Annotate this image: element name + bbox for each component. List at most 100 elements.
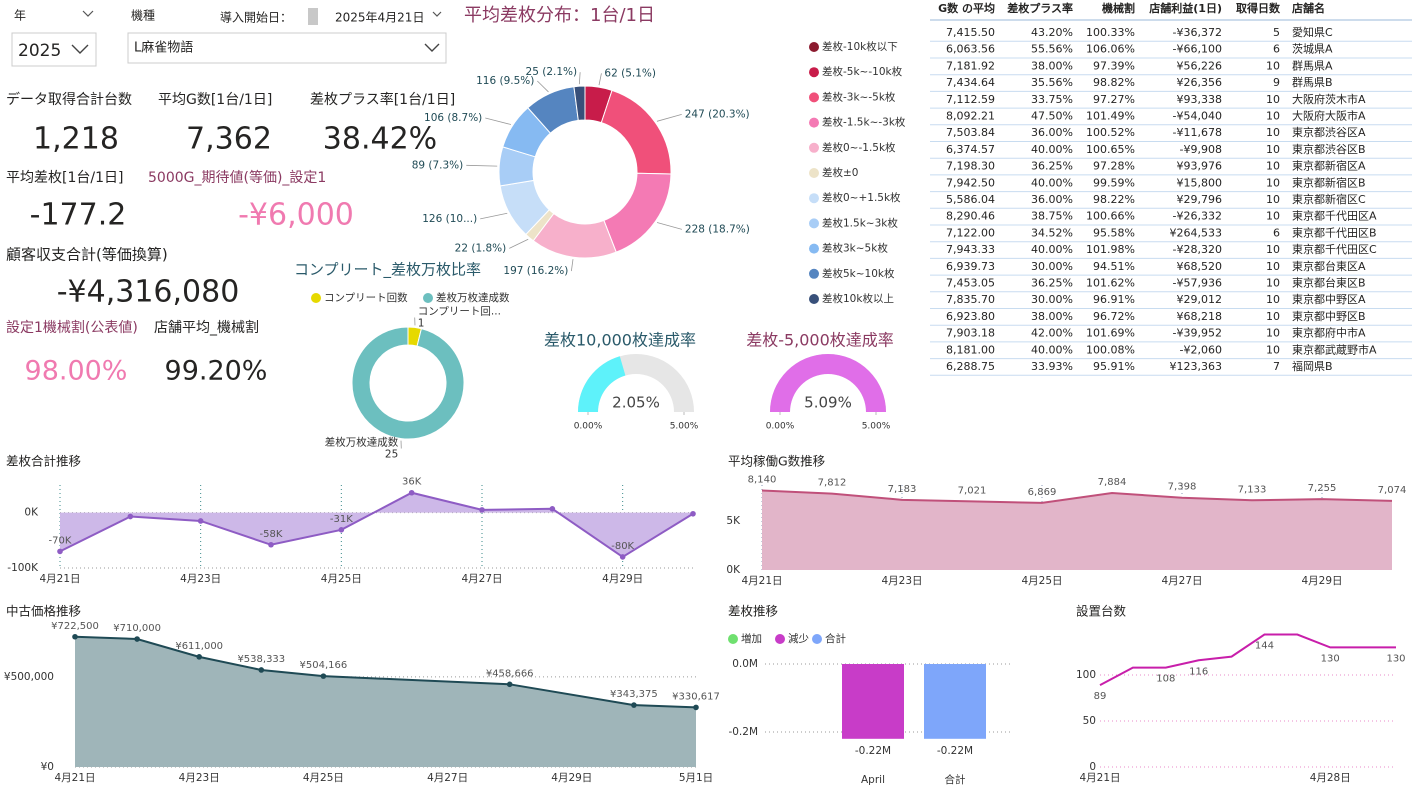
table-cell: 101.62% — [1086, 277, 1135, 290]
table-cell: -¥2,060 — [1180, 343, 1222, 356]
chevron[interactable] — [424, 43, 440, 52]
data-label: -0.22M — [937, 745, 973, 757]
y-tick-label: 5K — [726, 515, 741, 527]
table-cell: -¥57,936 — [1173, 277, 1222, 290]
table-cell: 7,198.30 — [946, 160, 995, 173]
legend-label: 合計 — [825, 632, 846, 645]
model-dropdown[interactable] — [127, 32, 447, 64]
x-tick-label: 4月27日 — [461, 573, 502, 585]
table-cell: 40.00% — [1031, 176, 1073, 189]
table-cell: 101.49% — [1086, 110, 1135, 123]
point — [197, 518, 204, 524]
table-cell: 35.56% — [1031, 76, 1073, 89]
table-cell: -¥54,040 — [1173, 110, 1222, 123]
point — [338, 527, 345, 533]
year-dropdown[interactable] — [11, 32, 97, 67]
table-cell: 101.98% — [1086, 243, 1135, 256]
table-cell: -¥66,100 — [1173, 43, 1222, 56]
table-cell: 5 — [1273, 26, 1280, 39]
table-cell: 95.91% — [1093, 360, 1135, 373]
table-cell: 10 — [1266, 293, 1280, 306]
kpi-value: -¥4,316,080 — [57, 275, 240, 310]
chevron[interactable] — [432, 11, 442, 17]
table-header: G数 の平均 — [938, 1, 995, 15]
legend-swatch — [775, 634, 785, 644]
chevron[interactable] — [71, 44, 89, 54]
legend-swatch — [809, 67, 819, 78]
x-tick-label: 4月27日 — [427, 772, 468, 784]
data-label: ¥538,333 — [237, 654, 285, 665]
point — [631, 702, 637, 708]
data-label: コンプリート回... — [418, 305, 501, 317]
table-cell: 10 — [1266, 277, 1280, 290]
legend-label: 差枚万枚達成数 — [436, 291, 510, 304]
kpi-value: 1,218 — [33, 122, 119, 157]
legend-label: 差枚-3k~-5k枚 — [822, 90, 896, 103]
table-cell: 10 — [1266, 93, 1280, 106]
table-cell: 6,374.57 — [946, 143, 995, 156]
data-label: ¥722,500 — [51, 621, 99, 632]
x-tick-label: 4月25日 — [1021, 575, 1062, 587]
table-cell: 愛知県C — [1292, 25, 1333, 39]
leader-line — [578, 72, 581, 85]
chart-title: 平均差枚分布：1台/1日 — [464, 5, 655, 26]
y-tick-label: -0.2M — [728, 726, 758, 738]
table-cell: 10 — [1266, 193, 1280, 206]
table-cell: 7,503.84 — [946, 126, 995, 139]
x-tick-label: 4月29日 — [551, 772, 592, 784]
table-cell: 群馬県B — [1292, 75, 1333, 89]
table-cell: -¥28,320 — [1173, 243, 1222, 256]
legend-label: 差枚-1.5k~-3k枚 — [822, 116, 906, 129]
data-label: 89 — [1094, 691, 1107, 702]
data-label: ¥710,000 — [113, 623, 161, 634]
data-label: 差枚万枚達成数 — [325, 436, 399, 449]
table-cell: 東京都新宿区B — [1292, 175, 1366, 189]
data-label: 6,869 — [1028, 487, 1057, 498]
bar — [842, 664, 904, 739]
line — [74, 635, 697, 709]
area-fill — [60, 492, 693, 557]
table-cell: 東京都千代田区A — [1292, 209, 1377, 223]
point — [268, 541, 274, 548]
table-cell: 40.00% — [1031, 143, 1073, 156]
table-header: 店舗名 — [1292, 1, 1325, 15]
table-cell: 10 — [1266, 160, 1280, 173]
table-cell: -¥39,952 — [1173, 327, 1222, 340]
table-cell: 6 — [1273, 43, 1280, 56]
table-cell: 7,415.50 — [946, 26, 995, 39]
table-cell: ¥93,338 — [1177, 93, 1223, 106]
table-header: 店舗利益(1日) — [1149, 1, 1222, 15]
table-cell: 東京都渋谷区B — [1292, 142, 1366, 156]
table-cell: ¥123,363 — [1170, 360, 1223, 373]
legend-swatch — [809, 42, 819, 52]
legend-swatch — [423, 293, 433, 303]
table-cell: 98.22% — [1093, 193, 1135, 206]
table-cell: 34.52% — [1031, 226, 1073, 239]
table-cell: 94.51% — [1093, 260, 1135, 273]
table-cell: 47.50% — [1031, 110, 1073, 123]
table-cell: 5,586.04 — [946, 193, 995, 206]
date-handle[interactable] — [308, 8, 318, 25]
table-cell: 10 — [1266, 176, 1280, 189]
data-label: 130 — [1321, 653, 1340, 664]
table-cell: 99.59% — [1093, 176, 1135, 189]
table-cell: 38.00% — [1031, 310, 1073, 323]
point — [693, 704, 699, 711]
x-tick-label: 4月23日 — [180, 573, 221, 585]
table-cell: 97.27% — [1093, 93, 1135, 106]
table-cell: 38.00% — [1031, 59, 1073, 72]
chart-title: コンプリート_差枚万枚比率 — [294, 261, 481, 280]
chevron[interactable] — [82, 10, 94, 17]
table-cell: 7,122.00 — [946, 226, 995, 239]
kpi-value: 99.20% — [165, 356, 268, 387]
table-cell: ¥68,218 — [1177, 310, 1223, 323]
start-filter-label: 導入開始日： — [220, 11, 292, 25]
leader-line — [466, 164, 498, 167]
table-cell: 福岡県B — [1292, 359, 1333, 373]
legend-swatch — [812, 634, 822, 644]
legend-swatch — [809, 193, 819, 204]
point — [258, 667, 265, 673]
data-label: 247 (20.3%) — [685, 108, 750, 120]
table-cell: 東京都中野区A — [1292, 292, 1366, 306]
donut-slice — [573, 85, 586, 121]
